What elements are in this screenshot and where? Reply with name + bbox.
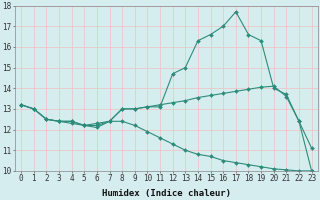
X-axis label: Humidex (Indice chaleur): Humidex (Indice chaleur) bbox=[102, 189, 231, 198]
